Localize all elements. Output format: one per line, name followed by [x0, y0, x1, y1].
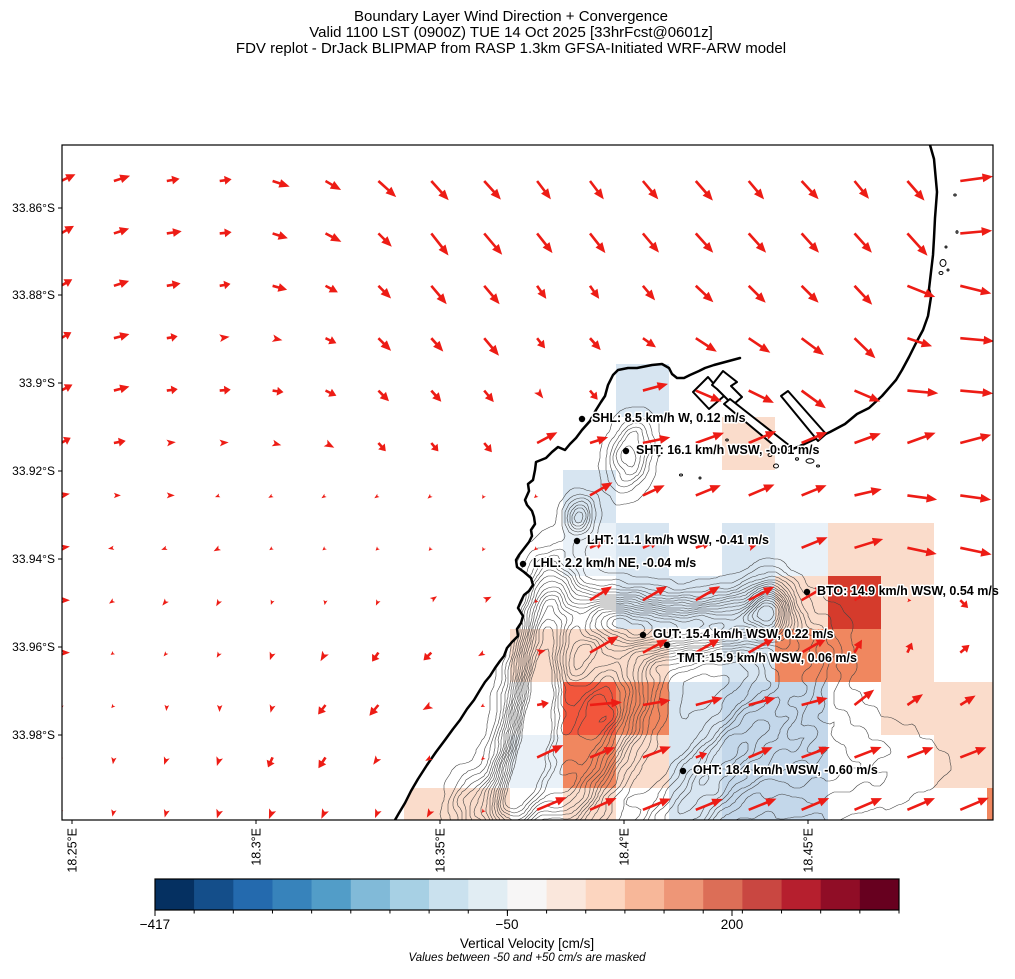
svg-text:33.94°S: 33.94°S — [12, 552, 55, 566]
svg-text:200: 200 — [721, 917, 744, 932]
svg-text:33.9°S: 33.9°S — [19, 376, 55, 390]
svg-text:18.4°E: 18.4°E — [618, 828, 632, 866]
svg-text:33.88°S: 33.88°S — [12, 288, 55, 302]
svg-text:33.98°S: 33.98°S — [12, 728, 55, 742]
svg-text:33.92°S: 33.92°S — [12, 464, 55, 478]
svg-text:18.25°E: 18.25°E — [66, 828, 80, 873]
svg-text:GUT: 15.4 km/h WSW, 0.22 m/s: GUT: 15.4 km/h WSW, 0.22 m/s — [653, 627, 834, 641]
svg-text:TMT: 15.9 km/h WSW, 0.06 m/s: TMT: 15.9 km/h WSW, 0.06 m/s — [677, 651, 857, 665]
svg-text:33.96°S: 33.96°S — [12, 640, 55, 654]
svg-text:18.35°E: 18.35°E — [434, 828, 448, 873]
svg-text:LHT: 11.1 km/h WSW, -0.41 m/s: LHT: 11.1 km/h WSW, -0.41 m/s — [587, 533, 769, 547]
svg-text:SHL: 8.5 km/h W, 0.12 m/s: SHL: 8.5 km/h W, 0.12 m/s — [592, 411, 746, 425]
svg-text:18.45°E: 18.45°E — [802, 828, 816, 873]
svg-text:FDV replot - DrJack BLIPMAP fr: FDV replot - DrJack BLIPMAP from RASP 1.… — [236, 40, 786, 57]
svg-text:SHT: 16.1 km/h WSW, -0.01 m/s: SHT: 16.1 km/h WSW, -0.01 m/s — [636, 443, 819, 457]
svg-text:Boundary Layer Wind Direction: Boundary Layer Wind Direction + Converge… — [354, 8, 668, 25]
svg-text:Vertical Velocity [cm/s]: Vertical Velocity [cm/s] — [460, 936, 594, 951]
svg-text:33.86°S: 33.86°S — [12, 201, 55, 215]
svg-text:−417: −417 — [140, 917, 170, 932]
svg-text:Values between -50 and +50 cm/: Values between -50 and +50 cm/s are mask… — [408, 952, 646, 964]
svg-text:−50: −50 — [496, 917, 519, 932]
svg-text:Valid 1100 LST (0900Z) TUE 14: Valid 1100 LST (0900Z) TUE 14 Oct 2025 [… — [309, 24, 713, 41]
svg-text:OHT: 18.4 km/h WSW, -0.60 m/s: OHT: 18.4 km/h WSW, -0.60 m/s — [693, 763, 878, 777]
svg-text:LHL: 2.2 km/h NE, -0.04 m/s: LHL: 2.2 km/h NE, -0.04 m/s — [533, 556, 696, 570]
svg-text:18.3°E: 18.3°E — [250, 828, 264, 866]
svg-text:BTO: 14.9 km/h WSW, 0.54 m/s: BTO: 14.9 km/h WSW, 0.54 m/s — [817, 584, 999, 598]
